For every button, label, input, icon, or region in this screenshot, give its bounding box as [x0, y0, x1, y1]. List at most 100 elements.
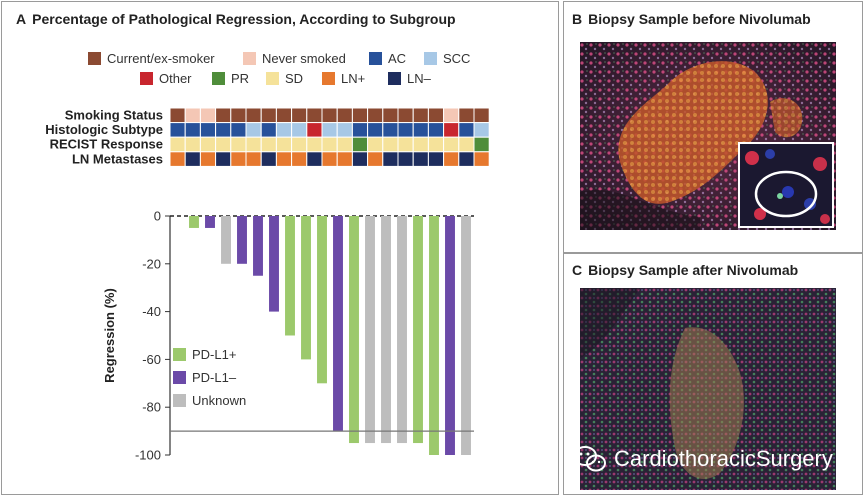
heatmap-cell: [275, 136, 293, 153]
heatmap-cell: [169, 151, 186, 167]
legend-label: AC: [388, 51, 406, 66]
bar: [461, 216, 471, 455]
y-tick-label: -100: [135, 448, 161, 463]
heatmap-cell: [336, 136, 353, 153]
legend-item: SCC: [424, 51, 470, 66]
bar: [445, 216, 455, 455]
legend-swatch: [140, 72, 153, 85]
heatmap-cell: [336, 107, 353, 124]
bar-legend-label: Unknown: [192, 393, 246, 408]
panel-a-title-text: Percentage of Pathological Regression, A…: [32, 11, 456, 27]
legend-swatch: [88, 52, 101, 65]
bar: [413, 216, 423, 444]
heatmap-cell: [275, 107, 293, 124]
legend-label: LN+: [341, 71, 365, 86]
heatmap-cell: [260, 136, 277, 153]
bar: [397, 216, 407, 444]
heatmap-cell: [443, 151, 460, 167]
heatmap-cell: [382, 151, 399, 167]
heatmap-cell: [443, 136, 460, 153]
watermark-text: CardiothoracicSurgery: [614, 446, 833, 471]
panel-a-chart: Current/ex-smoker Never smoked AC SCC Other P…: [45, 51, 490, 463]
heatmap-cell: [427, 107, 445, 124]
bar: [349, 216, 359, 444]
panel-a-letter: A: [16, 11, 27, 27]
panel-c-title-text: Biopsy Sample after Nivolumab: [588, 262, 799, 278]
heatmap-cell: [412, 136, 429, 153]
panel-c-frame: [563, 253, 863, 495]
legend-swatch: [369, 52, 382, 65]
bar: [317, 216, 327, 384]
heatmap-cell: [169, 136, 186, 153]
legend-item: Current/ex-smoker: [88, 51, 215, 66]
heatmap-cell: [306, 136, 323, 153]
bar-legend-label: PD-L1–: [192, 370, 237, 385]
heatmap-row-label: Histologic Subtype: [45, 122, 163, 137]
heatmap-cell: [427, 136, 445, 153]
legend-swatch: [266, 72, 279, 85]
heatmap-cell: [169, 107, 186, 124]
panel-c-letter: C: [572, 262, 583, 278]
legend-label: Never smoked: [262, 51, 346, 66]
heatmap-cell: [397, 151, 414, 167]
legend-swatch: [243, 52, 256, 65]
bar: [189, 216, 199, 228]
heatmap-cell: [321, 151, 338, 167]
panel-b-frame: [563, 1, 863, 253]
heatmap-cell: [230, 136, 247, 153]
heatmap-cell: [199, 136, 217, 153]
biopsy-inset-image: [738, 142, 834, 228]
heatmap-cell: [184, 122, 201, 138]
heatmap-cell: [382, 107, 399, 124]
bar: [253, 216, 263, 276]
heatmap-cell: [321, 122, 338, 138]
heatmap-cell: [351, 107, 369, 124]
heatmap-cell: [412, 151, 429, 167]
heatmap-cell: [260, 107, 277, 124]
legend-item: PR: [212, 71, 249, 86]
heatmap-cell: [215, 107, 232, 124]
bar-legend-item: PD-L1+: [173, 347, 236, 362]
heatmap-cell: [382, 136, 399, 153]
heatmap-cell: [275, 122, 293, 138]
heatmap-cell: [458, 136, 475, 153]
heatmap-cell: [291, 136, 308, 153]
heatmap-cell: [427, 151, 445, 167]
bar-legend-swatch: [173, 394, 186, 407]
y-tick-label: 0: [154, 209, 161, 224]
heatmap-cell: [260, 122, 277, 138]
heatmap-cell: [321, 107, 338, 124]
heatmap-cell: [321, 136, 338, 153]
legend-swatch: [388, 72, 401, 85]
heatmap-cell: [367, 122, 384, 138]
heatmap-cell: [245, 107, 262, 124]
legend-label: Other: [159, 71, 192, 86]
heatmap-cell: [230, 151, 247, 167]
legend-swatch: [424, 52, 437, 65]
legend-label: LN–: [407, 71, 432, 86]
heatmap-cell: [199, 107, 217, 124]
y-tick-label: -60: [142, 352, 161, 367]
y-tick-label: -40: [142, 304, 161, 319]
heatmap-cell: [199, 122, 217, 138]
bar-legend-item: Unknown: [173, 393, 246, 408]
heatmap-cell: [458, 122, 475, 138]
heatmap-cell: [199, 151, 217, 167]
heatmap-row-label: RECIST Response: [50, 137, 163, 152]
heatmap-cell: [230, 122, 247, 138]
legend-label: PR: [231, 71, 249, 86]
heatmap-cell: [306, 122, 323, 138]
bar: [269, 216, 279, 312]
heatmap-cell: [215, 136, 232, 153]
heatmap-cell: [215, 151, 232, 167]
heatmap-cell: [473, 151, 490, 167]
heatmap-cell: [336, 122, 353, 138]
heatmap-cell: [291, 151, 308, 167]
wechat-icon: [572, 444, 608, 479]
bar: [221, 216, 231, 264]
panel-b-title-text: Biopsy Sample before Nivolumab: [588, 11, 811, 27]
heatmap-cell: [275, 151, 293, 167]
legend-item: SD: [266, 71, 303, 86]
heatmap-cell: [184, 107, 201, 124]
